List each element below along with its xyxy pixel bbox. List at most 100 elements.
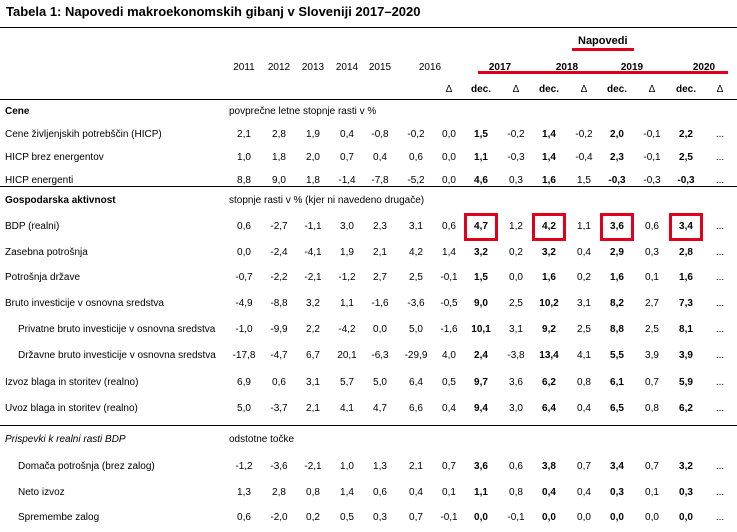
table-cell: 5,7 bbox=[340, 377, 354, 388]
table-cell: 5,0 bbox=[373, 377, 387, 388]
table-cell: 2,2 bbox=[679, 129, 693, 140]
table-cell: ... bbox=[715, 350, 725, 361]
table-cell: 4,2 bbox=[409, 247, 423, 258]
table-row: Zasebna potrošnja 0,0 -2,4 -4,1 1,9 2,1 4,2 1,4… bbox=[0, 247, 737, 267]
table-cell: 1,5 bbox=[577, 175, 591, 186]
row-label: Državne bruto investicije v osnovna sred… bbox=[18, 350, 216, 361]
table-cell: 8,8 bbox=[610, 324, 624, 335]
table-cell: 8,8 bbox=[237, 175, 251, 186]
table-cell: -6,3 bbox=[371, 350, 389, 361]
table-cell: 2,7 bbox=[373, 272, 387, 283]
table-cell: 0,6 bbox=[237, 512, 251, 523]
table-cell: 0,3 bbox=[679, 487, 693, 498]
table-cell: 0,3 bbox=[610, 487, 624, 498]
year-header: 2020 bbox=[692, 62, 716, 73]
table-cell: ... bbox=[715, 324, 725, 335]
forecast-years-underline bbox=[478, 71, 728, 74]
table-cell: 5,9 bbox=[679, 377, 693, 388]
table-cell: 20,1 bbox=[337, 350, 357, 361]
table-cell: 0,6 bbox=[237, 221, 251, 232]
table-cell: 3,2 bbox=[679, 461, 693, 472]
table-cell: ... bbox=[715, 272, 725, 283]
highlight-box bbox=[600, 213, 634, 241]
table-cell: 5,5 bbox=[610, 350, 624, 361]
table-cell: 0,8 bbox=[645, 403, 659, 414]
table-cell: 3,0 bbox=[509, 403, 523, 414]
table-cell: -0,1 bbox=[507, 512, 525, 523]
table-cell: 0,7 bbox=[645, 377, 659, 388]
table-cell: 8,1 bbox=[679, 324, 693, 335]
table-cell: 3,2 bbox=[542, 247, 556, 258]
table-cell: 3,1 bbox=[409, 221, 423, 232]
table-cell: 0,0 bbox=[237, 247, 251, 258]
row-label: Uvoz blaga in storitev (realno) bbox=[5, 403, 138, 414]
table-cell: 2,8 bbox=[272, 487, 286, 498]
table-cell: 0,0 bbox=[610, 512, 624, 523]
top-rule bbox=[0, 27, 737, 28]
table-cell: 13,4 bbox=[539, 350, 559, 361]
table-cell: 0,8 bbox=[509, 487, 523, 498]
table-cell: 3,6 bbox=[610, 221, 624, 232]
table-cell: 3,6 bbox=[509, 377, 523, 388]
table-cell: -17,8 bbox=[232, 350, 256, 361]
row-label: Privatne bruto investicije v osnovna sre… bbox=[18, 324, 216, 335]
table-cell: 0,5 bbox=[340, 512, 354, 523]
table-cell: 1,9 bbox=[340, 247, 354, 258]
forecast-label: Napovedi bbox=[578, 35, 628, 47]
year-header: 2015 bbox=[368, 62, 392, 73]
section-note: odstotne točke bbox=[229, 434, 295, 445]
table-cell: 6,4 bbox=[409, 377, 423, 388]
table-cell: -0,1 bbox=[440, 512, 458, 523]
table-cell: -2,2 bbox=[270, 272, 288, 283]
table-cell: 0,6 bbox=[509, 461, 523, 472]
year-header: 2016 bbox=[418, 62, 442, 73]
table-cell: ... bbox=[715, 461, 725, 472]
column-subheader: Δ bbox=[716, 84, 724, 95]
table-cell: 0,4 bbox=[442, 403, 456, 414]
section-header: Prispevki k realni rasti BDP bbox=[5, 434, 126, 445]
table-cell: -0,8 bbox=[371, 129, 389, 140]
table-cell: 3,1 bbox=[306, 377, 320, 388]
table-row: Potrošnja države -0,7 -2,2 -2,1 -1,2 2,7 2,5 -0… bbox=[0, 272, 737, 292]
table-cell: 2,3 bbox=[610, 152, 624, 163]
table-cell: ... bbox=[715, 487, 725, 498]
highlight-box bbox=[532, 213, 566, 241]
table-cell: 2,5 bbox=[679, 152, 693, 163]
table-row: Državne bruto investicije v osnovna sred… bbox=[0, 350, 737, 370]
table-cell: 0,6 bbox=[373, 487, 387, 498]
table-cell: ... bbox=[715, 298, 725, 309]
year-header: 2013 bbox=[301, 62, 325, 73]
section-note: povprečne letne stopnje rasti v % bbox=[229, 106, 377, 117]
table-cell: 0,3 bbox=[645, 247, 659, 258]
header-rule bbox=[0, 99, 737, 100]
table-cell: 6,1 bbox=[610, 377, 624, 388]
table-cell: 0,4 bbox=[577, 487, 591, 498]
table-row: Domača potrošnja (brez zalog) -1,2 -3,6 -2,… bbox=[0, 461, 737, 481]
table-cell: 3,4 bbox=[610, 461, 624, 472]
table-cell: ... bbox=[715, 175, 725, 186]
table-cell: -0,3 bbox=[507, 152, 525, 163]
table-cell: 1,1 bbox=[340, 298, 354, 309]
year-header: 2012 bbox=[267, 62, 291, 73]
table-cell: 0,0 bbox=[442, 152, 456, 163]
table-cell: 0,4 bbox=[340, 129, 354, 140]
table-cell: 1,5 bbox=[474, 272, 488, 283]
table-cell: 3,9 bbox=[679, 350, 693, 361]
table-cell: 2,1 bbox=[409, 461, 423, 472]
table-cell: -1,2 bbox=[235, 461, 253, 472]
table-cell: ... bbox=[715, 512, 725, 523]
section-header-row: Gospodarska aktivnost stopnje rasti v % (… bbox=[0, 195, 737, 215]
table-cell: 10,1 bbox=[471, 324, 491, 335]
table-cell: 0,7 bbox=[645, 461, 659, 472]
table-cell: 0,6 bbox=[645, 221, 659, 232]
table-cell: -0,3 bbox=[677, 175, 695, 186]
table-title: Tabela 1: Napovedi makroekonomskih giban… bbox=[6, 4, 421, 19]
table-cell: 1,4 bbox=[542, 152, 556, 163]
table-cell: 0,7 bbox=[340, 152, 354, 163]
table-cell: -3,6 bbox=[407, 298, 425, 309]
table-cell: 0,0 bbox=[679, 512, 693, 523]
table-cell: -3,8 bbox=[507, 350, 525, 361]
table-cell: 6,6 bbox=[409, 403, 423, 414]
table-cell: 1,6 bbox=[679, 272, 693, 283]
table-cell: 0,0 bbox=[509, 272, 523, 283]
